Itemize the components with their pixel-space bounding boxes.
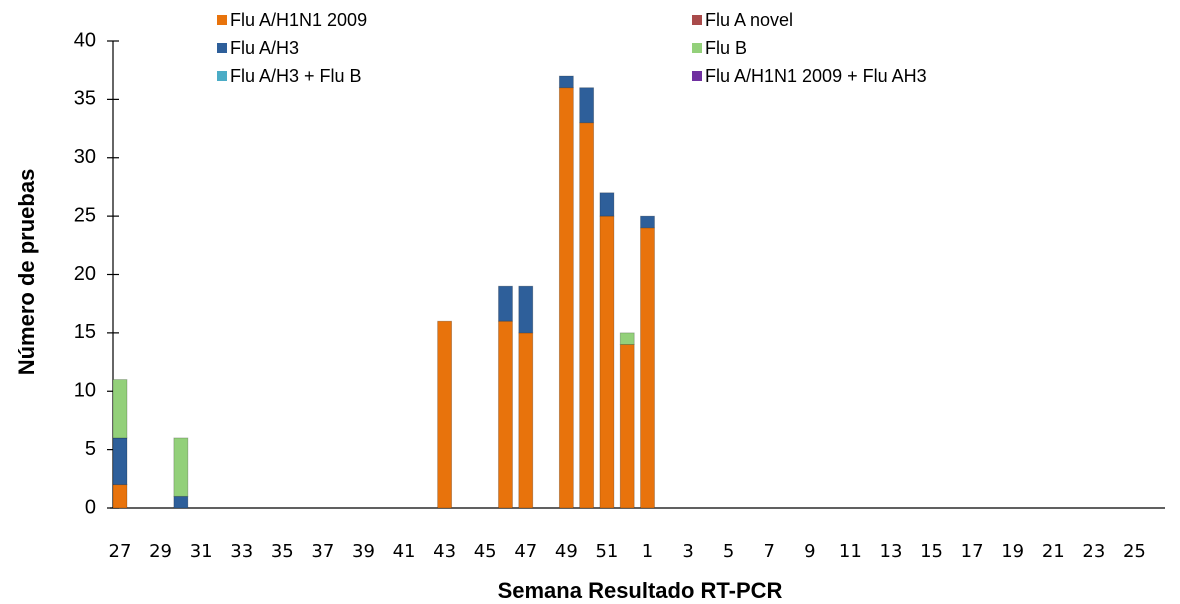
x-tick-label: 47 xyxy=(514,541,537,562)
y-tick-label: 35 xyxy=(74,88,96,110)
bar-segment xyxy=(518,332,534,509)
y-tick-label: 20 xyxy=(74,263,96,285)
x-tick-label: 35 xyxy=(271,541,294,562)
y-tick-label: 30 xyxy=(74,146,96,168)
y-tick-label: 10 xyxy=(74,380,96,402)
legend-swatch xyxy=(692,43,702,53)
x-tick-label: 3 xyxy=(682,541,693,562)
y-tick-label: 0 xyxy=(85,496,96,518)
bar-segment xyxy=(518,285,534,334)
x-tick-label: 9 xyxy=(804,541,815,562)
legend-swatch xyxy=(217,71,227,81)
bar-segment xyxy=(173,437,189,497)
bar-segment xyxy=(599,215,615,509)
x-tick-label: 13 xyxy=(880,541,903,562)
bar-segment xyxy=(640,215,655,229)
legend-swatch xyxy=(692,71,702,81)
bar-segment xyxy=(619,344,635,509)
x-tick-label: 15 xyxy=(920,541,943,562)
legend-swatch xyxy=(692,15,702,25)
legend-label: Flu A/H1N1 2009 xyxy=(230,10,367,30)
bar-segment xyxy=(498,320,513,509)
legend-label: Flu A/H1N1 2009 + Flu AH3 xyxy=(705,66,927,86)
x-tick-label: 27 xyxy=(109,541,132,562)
bar-segment xyxy=(579,87,595,124)
x-tick-label: 33 xyxy=(230,541,253,562)
x-tick-label: 11 xyxy=(839,541,862,562)
x-tick-label: 5 xyxy=(723,541,734,562)
x-tick-label: 49 xyxy=(555,541,578,562)
legend-label: Flu B xyxy=(705,38,747,58)
bar-segment xyxy=(112,379,128,439)
x-tick-label: 31 xyxy=(190,541,213,562)
bar-segment xyxy=(599,192,615,217)
bar-segment xyxy=(173,495,189,509)
legend-swatch xyxy=(217,43,227,53)
bar-segment xyxy=(640,227,655,509)
x-tick-label: 41 xyxy=(393,541,416,562)
bar-segment xyxy=(112,484,128,509)
legend-swatch xyxy=(217,15,227,25)
x-tick-label: 25 xyxy=(1123,541,1146,562)
x-tick-label: 1 xyxy=(642,541,653,562)
x-axis-title: Semana Resultado RT-PCR xyxy=(498,578,783,603)
legend-label: Flu A/H3 + Flu B xyxy=(230,66,362,86)
y-tick-label: 5 xyxy=(85,438,96,460)
x-tick-label: 23 xyxy=(1082,541,1105,562)
x-tick-label: 19 xyxy=(1001,541,1024,562)
bar-segment xyxy=(498,285,513,322)
x-tick-label: 29 xyxy=(149,541,172,562)
y-tick-label: 15 xyxy=(74,321,96,343)
y-axis-title: Número de pruebas xyxy=(14,169,39,376)
legend-label: Flu A novel xyxy=(705,10,793,30)
bar-segment xyxy=(112,437,128,486)
x-tick-label: 17 xyxy=(961,541,984,562)
x-tick-label: 45 xyxy=(474,541,497,562)
bar-segment xyxy=(558,87,574,509)
y-tick-label: 25 xyxy=(74,204,96,226)
legend-label: Flu A/H3 xyxy=(230,38,299,58)
bar-segment xyxy=(437,320,453,509)
x-tick-label: 37 xyxy=(311,541,334,562)
x-tick-label: 51 xyxy=(595,541,618,562)
x-tick-label: 7 xyxy=(764,541,775,562)
bar-segment xyxy=(619,332,635,345)
bar-segment xyxy=(579,122,595,509)
bar-segment xyxy=(558,75,574,89)
x-tick-label: 21 xyxy=(1042,541,1065,562)
x-tick-label: 43 xyxy=(433,541,456,562)
x-tick-label: 39 xyxy=(352,541,375,562)
y-tick-label: 40 xyxy=(74,29,96,51)
